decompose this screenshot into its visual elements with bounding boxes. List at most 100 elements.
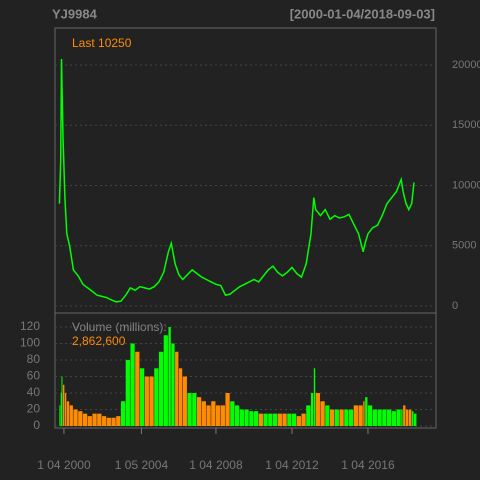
volume-bar [291,413,297,427]
volume-bar [149,376,154,427]
y-tick-label: 0 [33,418,40,432]
volume-bar [73,409,78,427]
volume-bar [310,393,314,427]
volume-bar [358,405,363,427]
volume-bar [263,413,268,427]
volume-bar [168,327,171,427]
volume-bar [230,401,235,427]
volume-bar [120,401,126,427]
y-tick-label: 20 [27,402,41,416]
date-range: [2000-01-04/2018-09-03] [290,6,435,21]
y-tick-label: 80 [27,352,41,366]
volume-bar [234,405,240,427]
price-panel [54,27,437,314]
volume-bar [301,413,306,427]
volume-bar [182,376,187,427]
volume-bar [171,343,175,427]
volume-bar [111,417,116,427]
volume-bar [277,413,282,427]
volume-bar [125,360,130,427]
y-tick-label: 0 [452,300,458,312]
volume-bar [353,405,358,427]
volume-bar [201,401,206,427]
volume-bar [59,405,61,427]
volume-bar [215,405,221,427]
volume-bar [334,409,339,427]
volume-bar [282,413,287,427]
volume-bar [244,409,249,427]
volume-last: 2,862,600 [72,334,126,348]
volume-bar [396,409,401,427]
volume-bar [272,413,278,427]
volume-bar [135,351,140,427]
volume-bar [163,335,168,427]
volume-bar [313,368,316,427]
volume-bar [69,405,73,427]
volume-bar [64,393,67,427]
y-tick-label: 60 [27,369,41,383]
volume-bar [367,405,373,427]
volume-bar [61,376,63,427]
y-tick-label: 100 [20,336,40,350]
chart-title: YJ9984 [52,6,98,21]
volume-bar [339,409,344,427]
last-annotation: Last 10250 [72,36,132,50]
volume-bar [158,351,164,427]
volume-bar [287,413,292,427]
volume-bar [130,343,135,427]
volume-bar [175,351,179,427]
volume-bar [139,368,145,427]
volume-bar [225,393,230,427]
volume-bar [62,384,65,427]
volume-bar [92,413,97,427]
volume-bar [403,405,406,427]
volume-bar [377,409,382,427]
volume-bar [97,413,102,427]
volume-bar [196,397,202,427]
volume-bar [144,376,149,427]
volume-bar [408,409,412,427]
volume-bar [220,405,225,427]
volume-bar [249,411,254,427]
volume-bar [382,409,387,427]
volume-bar [363,401,365,427]
volume-bar [405,409,409,427]
volume-bar [344,409,349,427]
volume-bar [411,411,414,427]
volume-bar [253,411,259,427]
y-tick-label: 10000 [452,179,480,191]
volume-bar [78,411,83,427]
volume-bar [66,401,70,427]
volume-bar [296,416,301,427]
volume-bar [386,409,392,427]
y-tick-label: 20000 [452,59,480,71]
volume-panel [54,312,437,429]
volume-bar [365,397,368,427]
volume-bar [87,416,92,427]
volume-bar [348,409,354,427]
price-line [58,58,415,303]
y-tick-label: 40 [27,385,41,399]
x-tick-label: 1 05 2004 [115,458,169,472]
volume-bar [372,409,377,427]
volume-bar [101,416,107,427]
volume-bar [391,411,396,427]
x-tick-label: 1 04 2000 [37,458,91,472]
volume-bar [178,368,183,427]
volume-bar [320,401,325,427]
volume-bar [187,393,192,427]
volume-bar [116,416,121,427]
volume-bar [401,409,403,427]
y-tick-label: 15000 [452,119,480,131]
volume-bar [106,417,111,427]
volume-bar [82,413,88,427]
volume-bar [325,405,330,427]
volume-bar [239,409,244,427]
volume-bar [258,413,263,427]
x-tick-label: 1 04 2012 [265,458,319,472]
volume-bar [154,368,159,427]
volume-bar [211,401,216,427]
volume-bar [206,405,211,427]
x-tick-label: 1 04 2016 [341,458,395,472]
